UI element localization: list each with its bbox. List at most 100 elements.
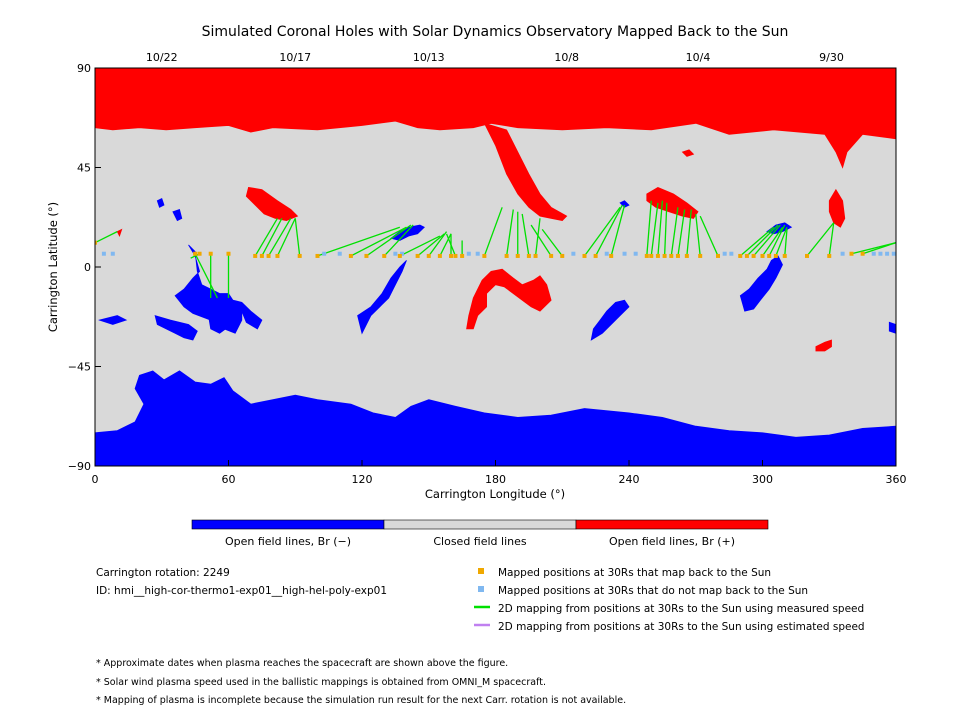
mapped-point <box>449 253 453 258</box>
mapped-point <box>698 253 703 258</box>
mapping-line <box>670 207 679 257</box>
mapping-line <box>761 226 784 257</box>
mapped-point <box>773 253 778 258</box>
mapping-line <box>806 222 835 257</box>
region-small-north-lon-266 <box>681 149 695 157</box>
mapped-point <box>593 253 598 258</box>
region-equatorial-loop-lon-182 <box>466 268 552 330</box>
mapped-point <box>738 253 743 258</box>
region-polar-tongue-lon-188 <box>483 122 568 222</box>
mapping-line <box>739 226 775 257</box>
region-north-polar-cap <box>95 68 896 169</box>
mapped-point <box>95 240 97 245</box>
date-tick-label: 9/30 <box>819 51 844 64</box>
unmapped-point <box>622 251 627 256</box>
mapped-point <box>644 253 649 258</box>
mapping-points <box>95 240 896 258</box>
footnote-dates: * Approximate dates when plasma reaches … <box>96 658 508 669</box>
region-small-west-limb <box>116 228 123 238</box>
x-tick-label: 120 <box>352 473 373 486</box>
unmapped-point <box>878 251 883 256</box>
x-tick-label: 360 <box>886 473 907 486</box>
region-small-lon-15 <box>98 315 128 325</box>
x-axis-label: Carrington Longitude (°) <box>425 487 565 501</box>
x-tick-label: 300 <box>752 473 773 486</box>
x-tick-label: 60 <box>222 473 236 486</box>
mapped-point <box>460 253 465 258</box>
mapped-point <box>504 253 509 258</box>
unmapped-point <box>722 251 727 256</box>
unmapped-point <box>891 251 896 256</box>
legend-unmapped-label: Mapped positions at 30Rs that do not map… <box>498 585 808 597</box>
mapping-line <box>775 226 788 257</box>
region-hole-lon-248 <box>646 186 699 219</box>
mapping-line <box>677 209 686 257</box>
negative-open-field-regions <box>95 197 896 466</box>
mapping-line <box>267 218 292 257</box>
mapping-line <box>646 200 652 256</box>
unmapped-point <box>101 251 106 256</box>
region-small-south-lon-360 <box>888 321 896 334</box>
mapped-point <box>515 253 520 258</box>
unmapped-point <box>393 251 398 256</box>
mapped-point <box>675 253 680 258</box>
mapping-line <box>483 207 503 257</box>
unmapped-point <box>400 251 405 256</box>
unmapped-point <box>633 251 638 256</box>
mapping-line <box>383 224 414 257</box>
mapped-point <box>662 253 667 258</box>
legend-measured-label: 2D mapping from positions at 30Rs to the… <box>498 603 864 615</box>
mapping-line <box>583 206 621 257</box>
mapped-point <box>655 253 660 258</box>
mapped-point <box>426 253 431 258</box>
mapped-point <box>259 253 264 258</box>
colorbar-label-closed: Closed field lines <box>433 535 527 548</box>
mapped-point <box>437 253 442 258</box>
region-small-lon-37 <box>172 208 183 222</box>
region-south-polar-cap <box>95 370 896 466</box>
mapping-line <box>768 224 786 257</box>
mapping-line <box>663 202 668 256</box>
region-hole-lon-50 <box>174 244 263 334</box>
mapped-point <box>193 251 198 256</box>
mapping-line <box>784 229 788 256</box>
mapped-point <box>275 253 280 258</box>
mapped-point <box>782 253 787 258</box>
mapped-point <box>533 253 538 258</box>
unmapped-point <box>322 251 327 256</box>
mapping-line <box>686 209 692 257</box>
mapping-line <box>439 233 452 257</box>
mapping-line <box>657 200 664 256</box>
unmapped-point <box>604 251 609 256</box>
colorbar-label-positive: Open field lines, Br (+) <box>609 535 735 548</box>
date-tick-label: 10/17 <box>279 51 311 64</box>
unmapped-point <box>110 251 115 256</box>
positive-open-field-regions <box>95 68 896 352</box>
mapped-point <box>197 251 202 256</box>
footnote-incomplete: * Mapping of plasma is incomplete becaus… <box>96 695 626 706</box>
y-tick-label: 45 <box>77 162 91 175</box>
mapped-point <box>805 253 809 258</box>
mapped-point <box>226 251 231 256</box>
mapped-point <box>849 251 854 256</box>
x-axis-ticks: 0 60 120 180 240 300 360 <box>92 460 907 486</box>
unmapped-point <box>885 251 890 256</box>
date-tick-label: 10/8 <box>554 51 579 64</box>
region-hole-lon-235 <box>590 299 630 341</box>
colorbar-negative <box>191 519 385 530</box>
mapped-point <box>382 253 387 258</box>
mapping-line <box>317 226 401 257</box>
mapped-point <box>397 253 402 258</box>
mapping-line <box>753 224 781 257</box>
unmapped-point <box>337 251 342 256</box>
mapping-line <box>595 204 623 257</box>
region-finger-lon-45 <box>205 293 234 334</box>
mapped-point <box>649 253 654 258</box>
mapped-point <box>453 253 458 258</box>
y-axis-label: Carrington Latitude (°) <box>46 202 60 332</box>
legend-unmapped-marker <box>478 586 484 592</box>
mapped-point <box>744 253 749 258</box>
mapped-point <box>560 253 565 258</box>
unmapped-point <box>840 251 845 256</box>
